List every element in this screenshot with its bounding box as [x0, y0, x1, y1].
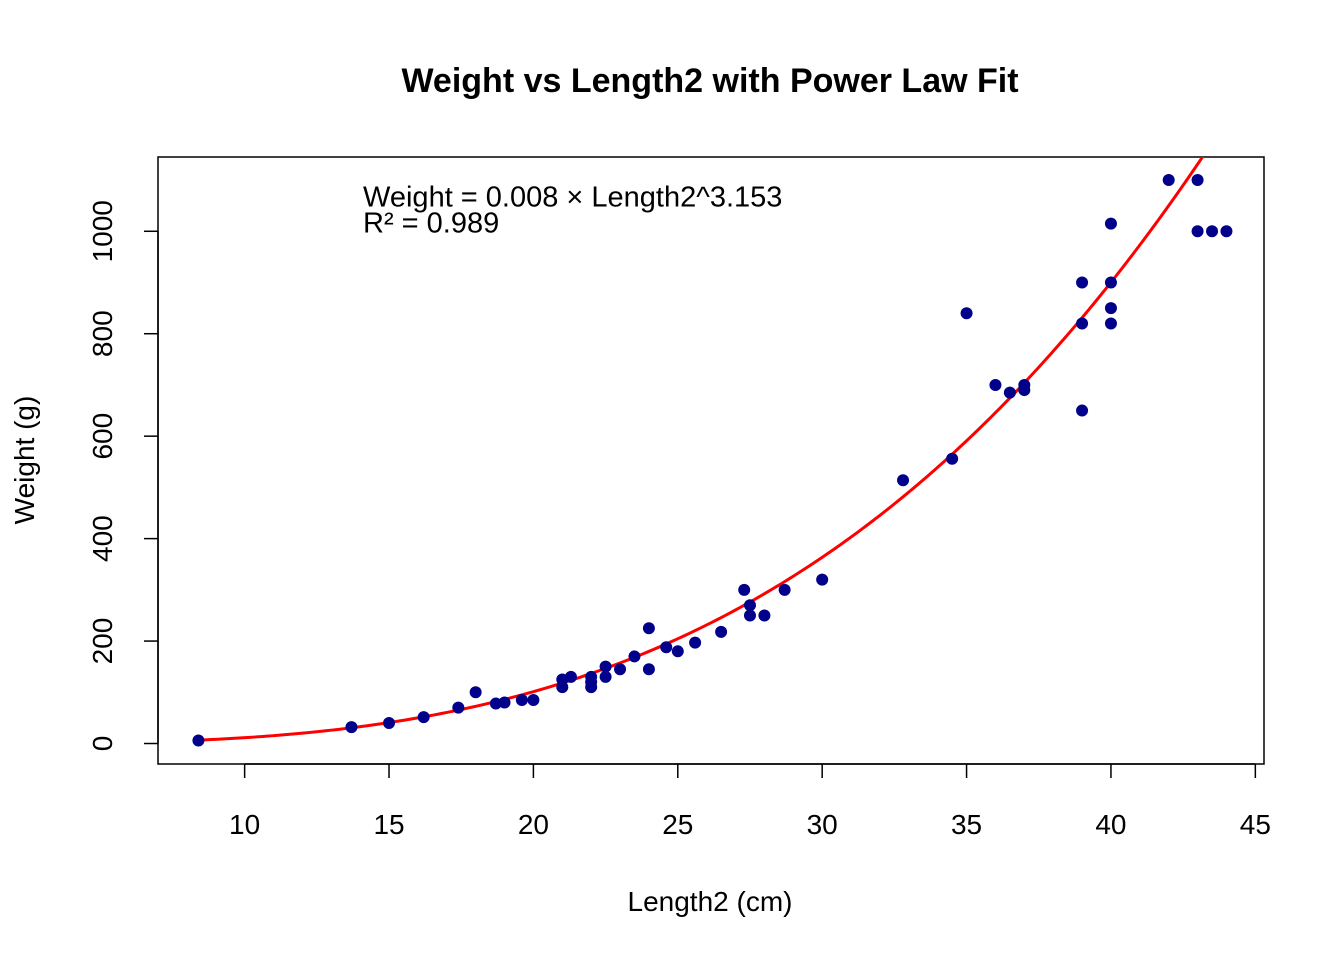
data-point — [614, 663, 627, 676]
data-point — [816, 573, 829, 586]
x-tick-label: 20 — [518, 809, 549, 840]
data-point — [960, 307, 973, 320]
data-point — [1003, 386, 1016, 399]
data-point — [989, 378, 1002, 391]
data-point — [897, 474, 910, 487]
data-point — [1162, 174, 1175, 187]
x-tick-label: 40 — [1095, 809, 1126, 840]
data-point — [1076, 276, 1089, 289]
data-point — [345, 721, 358, 734]
y-tick-label: 200 — [87, 618, 118, 665]
data-point — [452, 701, 465, 714]
data-point — [1076, 317, 1089, 330]
x-tick-label: 35 — [951, 809, 982, 840]
data-point — [946, 452, 959, 465]
plot-frame — [157, 156, 1265, 765]
data-point — [599, 660, 612, 673]
data-point — [660, 641, 673, 654]
y-tick-label: 800 — [87, 310, 118, 357]
data-point — [469, 686, 482, 699]
x-axis: 10 15 20 25 30 35 40 45 — [229, 763, 1271, 840]
data-points — [192, 174, 1233, 747]
data-point — [599, 670, 612, 683]
data-point — [642, 663, 655, 676]
data-point — [1076, 404, 1089, 417]
data-point — [1206, 225, 1219, 238]
data-point — [1191, 225, 1204, 238]
data-point — [1104, 217, 1117, 230]
x-tick-label: 10 — [229, 809, 260, 840]
data-point — [715, 625, 728, 638]
data-point — [628, 650, 641, 663]
data-point — [1104, 276, 1117, 289]
data-point — [1104, 302, 1117, 315]
fit-line — [198, 157, 1205, 742]
data-point — [642, 622, 655, 635]
y-tick-label: 1000 — [87, 200, 118, 262]
data-point — [417, 711, 430, 724]
x-tick-label: 45 — [1240, 809, 1271, 840]
data-point — [738, 583, 751, 596]
y-axis-label: Weight (g) — [9, 396, 40, 525]
data-point — [1104, 317, 1117, 330]
data-point — [671, 645, 684, 658]
data-point — [498, 696, 511, 709]
data-point — [585, 670, 598, 683]
fit-layer — [198, 157, 1205, 742]
x-tick-label: 30 — [807, 809, 838, 840]
data-point — [383, 717, 396, 730]
y-tick-label: 400 — [87, 515, 118, 562]
annotation-equation: Weight = 0.008 × Length2^3.153 — [363, 182, 782, 214]
y-axis: 0 200 400 600 800 1000 — [87, 200, 159, 752]
data-point — [743, 609, 756, 622]
data-point — [527, 693, 540, 706]
data-point — [1191, 174, 1204, 187]
y-tick-label: 600 — [87, 413, 118, 460]
x-axis-label: Length2 (cm) — [628, 886, 793, 917]
data-point — [743, 599, 756, 612]
data-point — [564, 670, 577, 683]
data-point — [1018, 384, 1031, 397]
data-point — [192, 734, 205, 747]
y-tick-label: 0 — [87, 736, 118, 752]
data-point — [515, 693, 528, 706]
x-tick-label: 25 — [662, 809, 693, 840]
data-point — [1220, 225, 1233, 238]
data-point — [778, 583, 791, 596]
data-point — [689, 636, 702, 649]
chart-title: Weight vs Length2 with Power Law Fit — [401, 62, 1018, 100]
data-point — [758, 609, 771, 622]
annotation-r-squared: R² = 0.989 — [363, 207, 499, 239]
x-tick-label: 15 — [373, 809, 404, 840]
